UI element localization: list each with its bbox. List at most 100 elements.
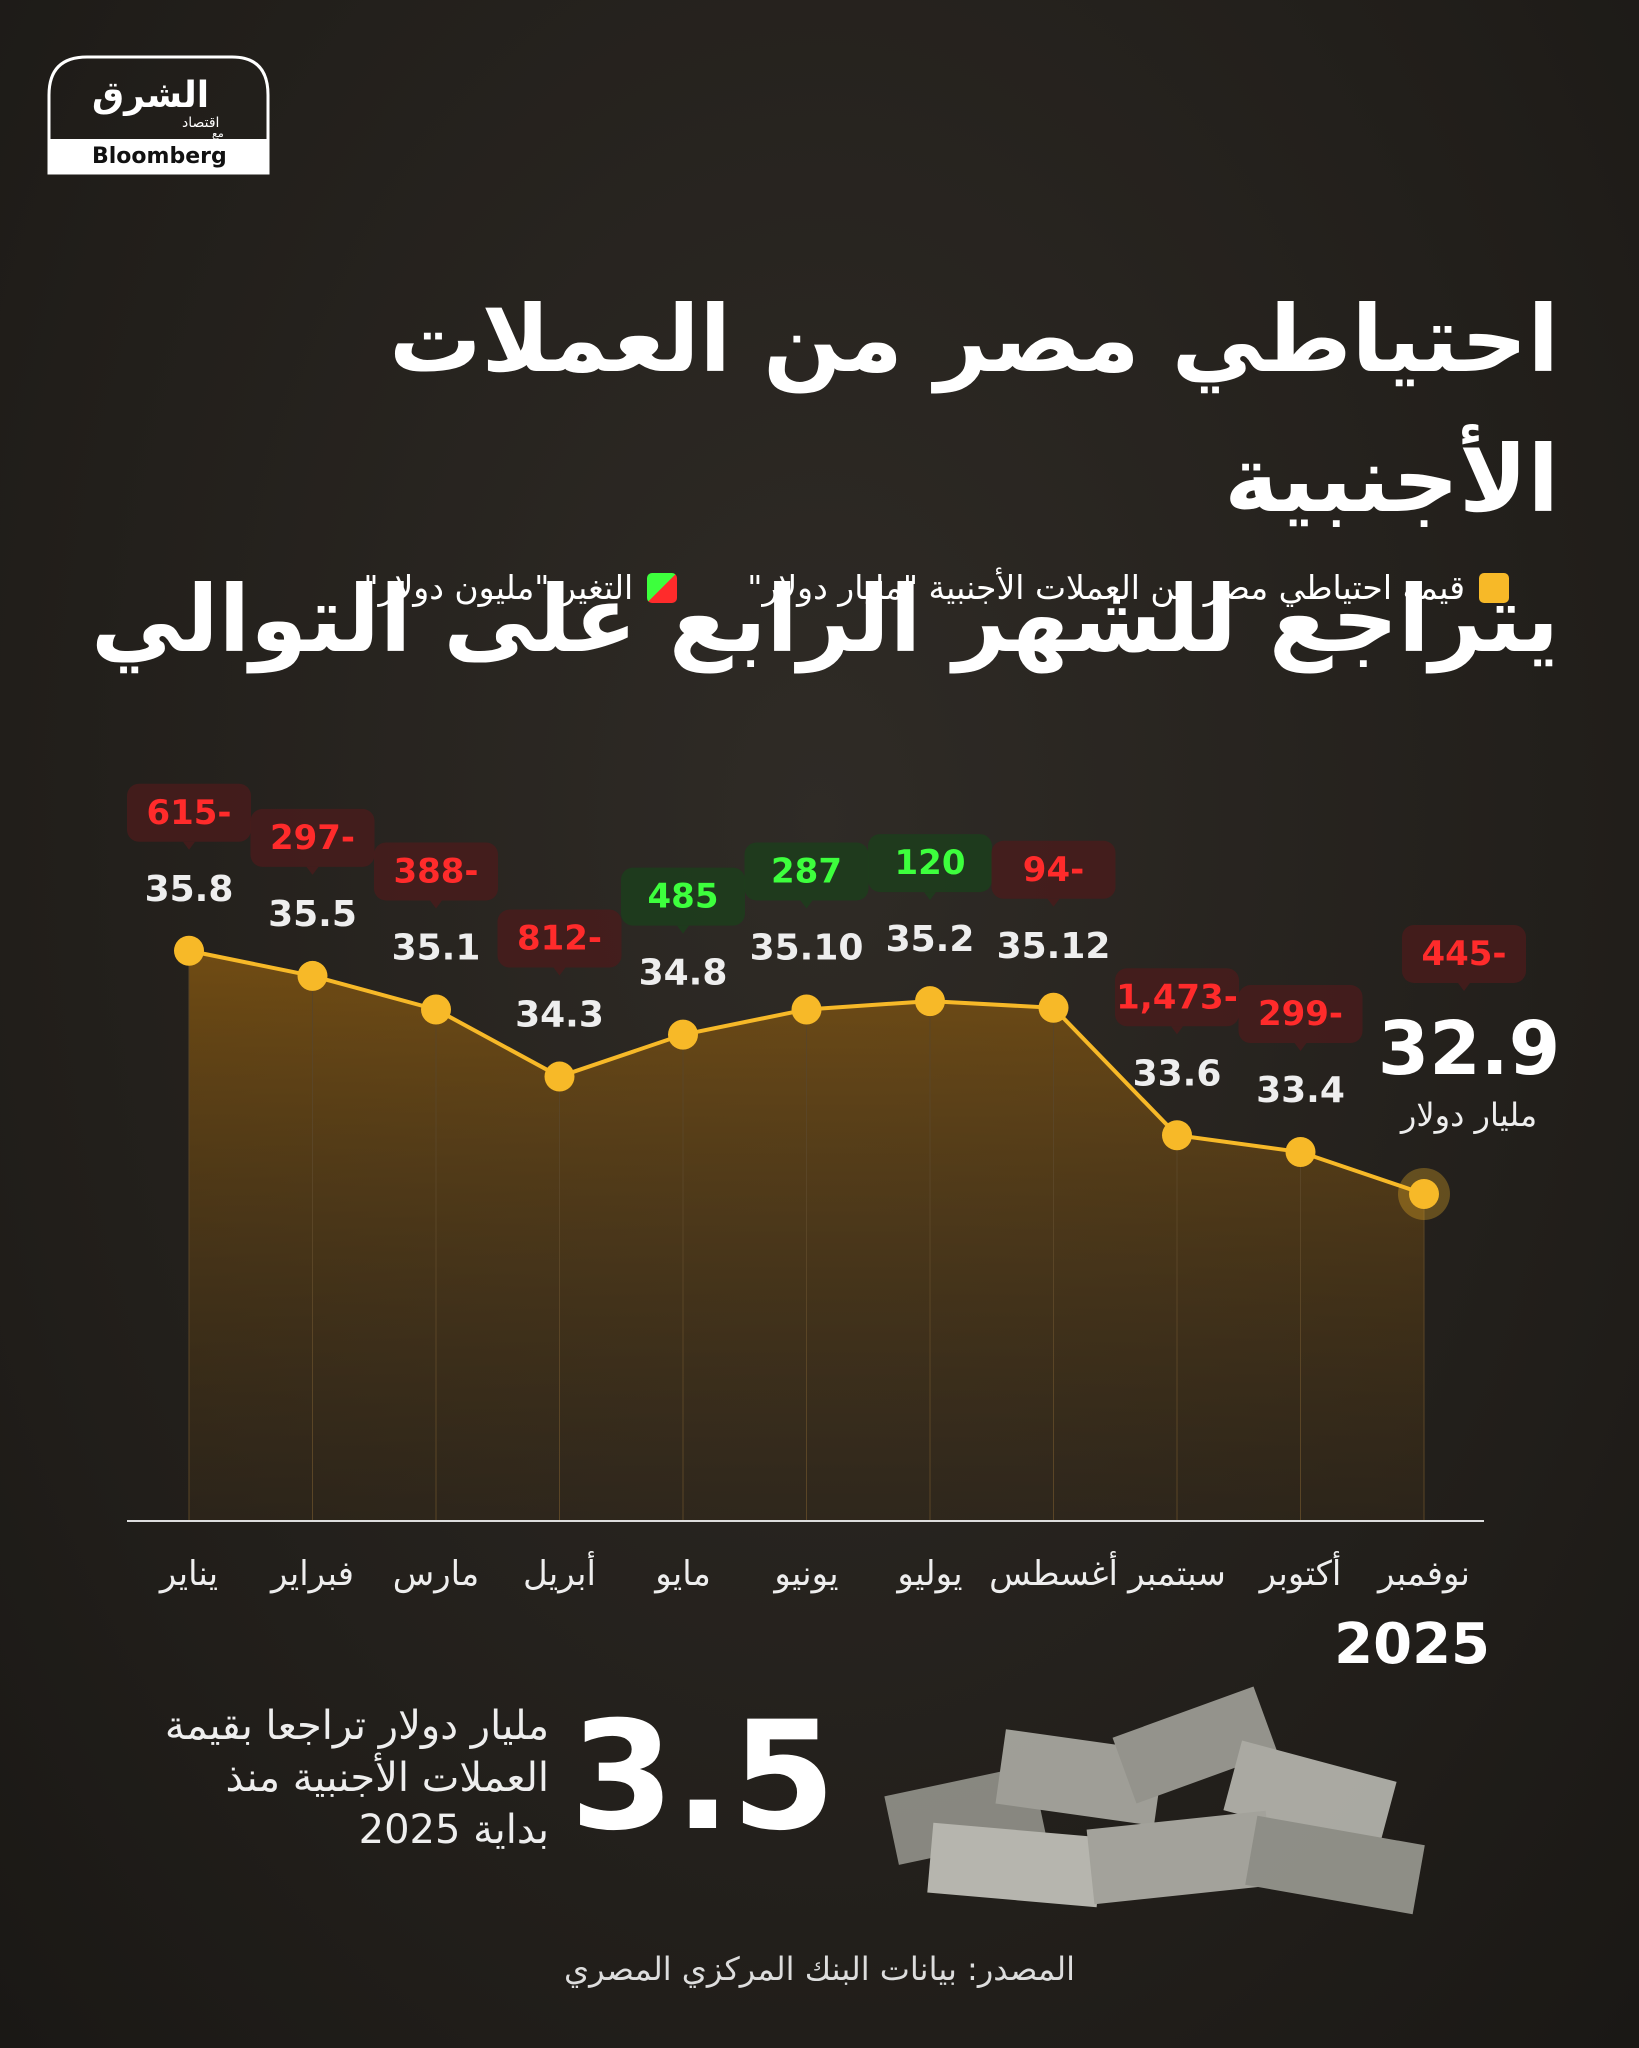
source: المصدر: بيانات البنك المركزي المصري: [564, 1950, 1075, 1988]
change-pointer: [553, 967, 566, 976]
change-box: [991, 840, 1116, 899]
change-box: [374, 842, 498, 901]
data-label: 33.6: [1133, 1053, 1222, 1094]
year-label: 2025: [1334, 1612, 1490, 1677]
change-pointer: [1294, 1043, 1307, 1052]
logo: الشرق اقتصاد مع Bloomberg: [47, 55, 270, 175]
change-pointer: [924, 892, 936, 901]
logo-name: الشرق: [92, 75, 210, 116]
data-label: 35.5: [268, 894, 357, 935]
change-label: 812-: [517, 919, 602, 959]
point: [174, 935, 204, 966]
change-label: 287: [771, 851, 842, 891]
logo-outline: [47, 55, 270, 175]
legend-swatch: [1479, 572, 1509, 603]
legend-item: قيمة احتياطي مصر من العملات الأجنبية "مل…: [747, 568, 1509, 607]
bill: [1086, 1810, 1274, 1905]
summary-line: بداية 2025: [358, 1807, 549, 1853]
legend-swatch: [647, 572, 678, 603]
change-label: 120: [895, 843, 966, 883]
change-box: [1402, 924, 1526, 983]
summary-line: مليار دولار تراجعا بقيمة: [164, 1703, 549, 1749]
title-line: احتياطي مصر من العملات الأجنبية: [389, 286, 1559, 533]
data-label-unit: مليار دولار: [1399, 1096, 1537, 1134]
change-pointer: [1171, 1026, 1183, 1035]
summary-value: 3.5: [570, 1690, 836, 1864]
change-label: 388-: [393, 851, 478, 891]
data-label: 32.9: [1378, 1006, 1561, 1092]
change-box: [744, 842, 869, 901]
x-tick-label: مايو: [653, 1554, 711, 1594]
change-label: 94-: [1023, 850, 1084, 890]
point: [1285, 1137, 1316, 1168]
bill: [927, 1822, 1103, 1908]
logo-sub: اقتصاد: [182, 115, 220, 131]
x-tick-label: أغسطس: [989, 1551, 1118, 1594]
data-label: 33.4: [1256, 1070, 1345, 1111]
change-box: [868, 834, 992, 893]
change-pointer: [430, 900, 442, 909]
point: [1162, 1120, 1192, 1151]
bill: [1245, 1815, 1425, 1915]
legend: قيمة احتياطي مصر من العملات الأجنبية "مل…: [363, 568, 1509, 607]
change-box: [127, 783, 251, 842]
logo-partner: Bloomberg: [92, 144, 227, 169]
x-tick-label: أكتوبر: [1258, 1551, 1342, 1594]
legend-item: التغير "مليون دولار": [363, 568, 678, 607]
point: [791, 994, 822, 1025]
point: [915, 986, 945, 1017]
bill: [1112, 1686, 1278, 1804]
x-tick-label: نوفمبر: [1376, 1554, 1470, 1594]
data-label: 34.8: [639, 953, 728, 994]
change-box: [1238, 985, 1363, 1044]
point: [668, 1019, 698, 1050]
legend-label: قيمة احتياطي مصر من العملات الأجنبية "مل…: [747, 568, 1465, 607]
change-box: [621, 867, 745, 926]
x-tick-label: يوليو: [895, 1554, 962, 1594]
data-label: 35.1: [392, 927, 481, 968]
title: احتياطي مصر من العملات الأجنبية يتراجع ل…: [59, 270, 1559, 690]
change-label: 299-: [1258, 994, 1343, 1034]
bill: [1223, 1740, 1397, 1852]
change-pointer: [677, 925, 689, 934]
point: [1409, 1178, 1439, 1209]
change-pointer: [306, 866, 319, 875]
data-label: 35.10: [750, 927, 864, 968]
change-pointer: [183, 841, 195, 850]
change-box: [1115, 968, 1239, 1027]
legend-label: التغير "مليون دولار": [363, 568, 634, 607]
summary-line: العملات الأجنبية منذ: [225, 1755, 549, 1801]
point: [1038, 992, 1069, 1023]
x-tick-label: يناير: [158, 1554, 218, 1594]
data-label: 35.8: [145, 869, 234, 910]
x-tick-label: سبتمبر: [1126, 1554, 1226, 1594]
data-label: 35.12: [997, 926, 1111, 967]
change-label: 615-: [146, 793, 231, 833]
money-pile: [884, 1686, 1425, 1915]
title-line: يتراجع للشهر الرابع على التوالي: [90, 566, 1559, 673]
x-tick-label: أبريل: [523, 1551, 596, 1594]
data-label: 34.3: [515, 995, 604, 1036]
point: [297, 960, 328, 991]
point: [544, 1061, 575, 1092]
logo-with: مع: [212, 127, 224, 140]
x-tick-label: مارس: [393, 1554, 480, 1594]
change-pointer: [800, 900, 813, 909]
point: [421, 994, 451, 1025]
change-label: 445-: [1421, 934, 1506, 974]
summary-text: مليار دولار تراجعا بقيمة العملات الأجنبي…: [165, 1700, 549, 1856]
x-tick-label: يونيو: [772, 1554, 838, 1594]
change-pointer: [1458, 982, 1470, 991]
logo-frame: [47, 55, 270, 175]
change-box: [497, 909, 622, 968]
change-label: 485: [648, 877, 719, 917]
change-box: [250, 808, 375, 867]
logo-band: [49, 139, 268, 173]
x-tick-label: فبراير: [269, 1554, 354, 1594]
data-label: 35.2: [886, 919, 975, 960]
change-label: 297-: [270, 818, 355, 858]
change-label: 1,473-: [1116, 977, 1238, 1017]
change-pointer: [1047, 898, 1060, 907]
